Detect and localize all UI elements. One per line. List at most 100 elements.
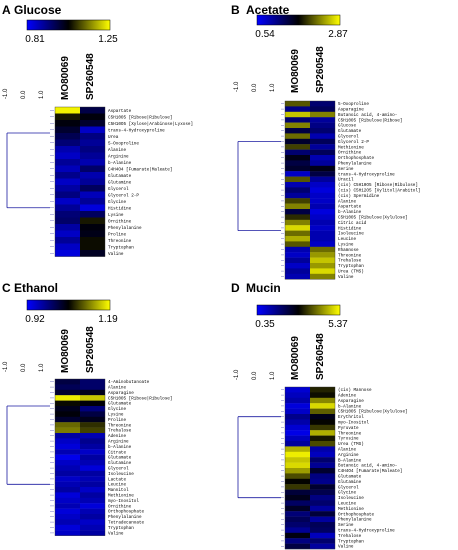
heatmap-panel-C: C Ethanol 0.92 1.19 MO80069 SP260548 -1.0 0.0 1.… xyxy=(2,281,172,536)
column-label: MO80069 xyxy=(290,336,301,380)
heatmap-cell xyxy=(310,176,335,183)
row-label: C4H4O4 [Fumarate|Maleate] xyxy=(338,469,402,474)
heatmap-cell xyxy=(310,419,335,425)
heatmap-cell xyxy=(285,484,310,490)
heatmap-cell xyxy=(285,198,310,204)
heatmap-cell xyxy=(310,478,335,485)
row-label: C5H10O5 [Ribulose|Xylulose] xyxy=(338,410,408,415)
row-label: C5H10O5 [Ribose|Ribulose] xyxy=(108,396,172,401)
row-label: Glycerol 2-P xyxy=(338,140,369,145)
row-label: Lactate xyxy=(108,477,126,482)
heatmap-cell xyxy=(310,522,335,528)
heatmap-cell xyxy=(55,237,80,244)
heatmap-panel-D: D Mucin 0.35 5.37 MO80069 SP260548 -1.0 0.0 1.0 (… xyxy=(231,281,408,550)
colorbar-min-label: 0.81 xyxy=(25,34,45,45)
colorbar-max-label: 1.25 xyxy=(98,34,118,45)
heatmap-cell xyxy=(55,172,80,179)
row-label: Lysine xyxy=(108,213,124,218)
heatmap-cell xyxy=(310,149,335,156)
heatmap-cell xyxy=(310,484,335,490)
row-label: Erythritol xyxy=(338,415,364,420)
heatmap-cell xyxy=(80,400,105,407)
heatmap-cell xyxy=(310,387,335,393)
row-label: Alanine xyxy=(108,148,126,153)
heatmap-cell xyxy=(285,149,310,156)
heatmap-cell xyxy=(55,395,80,401)
colorbar-max-label: 1.19 xyxy=(98,314,118,325)
heatmap-cell xyxy=(285,176,310,183)
heatmap-cell xyxy=(80,519,105,525)
row-label: Uracil xyxy=(338,178,354,183)
heatmap-cell xyxy=(285,538,310,544)
row-label: Glucose xyxy=(338,124,356,129)
row-label: (cis) C5H10O5 [Ribose|Ribulose] xyxy=(338,183,418,188)
row-label: Glutamate xyxy=(108,174,132,179)
row-label: Glycine xyxy=(108,200,126,205)
heatmap-cell xyxy=(285,219,310,226)
heatmap-cell xyxy=(80,487,105,493)
heatmap-cell xyxy=(55,454,80,461)
heatmap-cell xyxy=(310,511,335,517)
heatmap-cell xyxy=(80,107,105,114)
heatmap-cell xyxy=(80,422,105,428)
dendrogram-axis-tick: 0.0 xyxy=(21,90,27,99)
heatmap-cell xyxy=(285,252,310,258)
heatmap-cell xyxy=(310,273,335,280)
heatmap-cell xyxy=(310,209,335,215)
heatmap-cell xyxy=(80,465,105,471)
heatmap-cell xyxy=(80,204,105,212)
column-label: MO80069 xyxy=(60,56,71,100)
heatmap-cell xyxy=(55,438,80,444)
row-label: myo-Inositol xyxy=(108,499,139,504)
dendrogram-axis-tick: -1.0 xyxy=(3,88,9,99)
heatmap-cell xyxy=(285,446,310,452)
row-label: Ornithine xyxy=(108,504,132,509)
heatmap-cell xyxy=(310,257,335,264)
heatmap-cell xyxy=(310,138,335,145)
row-label: Tryptophan xyxy=(338,539,364,544)
row-label: Isoleucine xyxy=(338,496,364,501)
heatmap-cell xyxy=(285,273,310,280)
heatmap-cell xyxy=(55,530,80,536)
row-label: 4-Aminobutanoate xyxy=(108,380,150,385)
heatmap-cell xyxy=(285,489,310,496)
heatmap-cell xyxy=(80,497,105,504)
heatmap-cell xyxy=(310,111,335,118)
heatmap-cell xyxy=(80,416,105,423)
row-label: Asparagine xyxy=(338,399,364,404)
heatmap-cell xyxy=(80,120,105,127)
row-label: Arginine xyxy=(108,439,129,444)
row-label: Tryptophan xyxy=(108,245,134,250)
row-label: Trehalose xyxy=(338,259,362,264)
heatmap-cell xyxy=(80,460,105,466)
row-label: Glutamine xyxy=(338,480,362,485)
row-label: Isoleucine xyxy=(338,232,364,237)
heatmap-cell xyxy=(285,527,310,533)
heatmap-cell xyxy=(55,113,80,121)
row-label: Glycine xyxy=(108,407,126,412)
row-label: Leucine xyxy=(338,501,356,506)
row-label: C5H10O5 [Ribose|Ribulose] xyxy=(108,115,172,120)
heatmap-cell xyxy=(310,106,335,112)
row-label: Methionine xyxy=(108,493,134,498)
heatmap-cell xyxy=(310,392,335,398)
row-label: Phenylalanine xyxy=(108,515,142,520)
colorbar-min-label: 0.92 xyxy=(25,314,45,325)
row-label: C4H4O4 [Fumarate|Maleate] xyxy=(108,167,172,172)
panel-title: Glucose xyxy=(14,3,62,17)
row-label: Orthophosphate xyxy=(338,512,375,517)
colorbar-min-label: 0.35 xyxy=(255,319,275,330)
row-label: Tryptophan xyxy=(108,526,134,531)
heatmap-cell xyxy=(310,268,335,274)
row-label: Adenine xyxy=(108,434,126,439)
heatmap-cell xyxy=(55,191,80,199)
heatmap-cell xyxy=(285,473,310,479)
heatmap-cell xyxy=(80,411,105,417)
heatmap-cell xyxy=(80,185,105,192)
row-label: Histidine xyxy=(108,206,132,211)
heatmap-cell xyxy=(310,203,335,210)
heatmap-cell xyxy=(80,514,105,520)
row-label: Citric acid xyxy=(338,221,367,226)
panel-letter: B xyxy=(231,3,240,17)
row-label: Glycerol xyxy=(338,134,359,139)
